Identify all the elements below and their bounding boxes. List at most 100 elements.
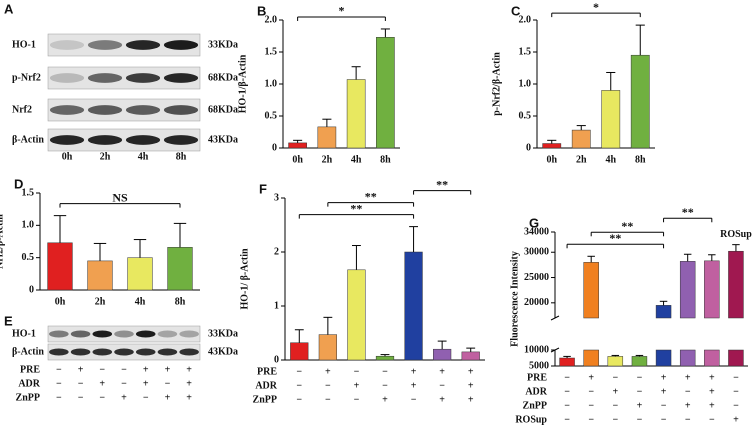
condition-sign: − xyxy=(296,380,302,391)
blot-band xyxy=(49,105,85,115)
condition-label: PRE xyxy=(257,366,277,377)
condition-sign: − xyxy=(685,414,691,425)
y-axis-title: HO-1/β-Actin xyxy=(237,54,248,113)
blot-band xyxy=(49,40,85,50)
condition-label: PRE xyxy=(20,364,40,375)
blot-band xyxy=(157,348,178,356)
bar xyxy=(375,355,395,361)
y-tick-label: 1.5 xyxy=(519,46,532,57)
condition-sign: + xyxy=(78,364,84,375)
y-tick-label: 20000 xyxy=(524,297,549,308)
protein-label: β-Actin xyxy=(12,134,44,145)
x-tick-label: 0h xyxy=(55,296,66,307)
condition-sign: − xyxy=(588,414,594,425)
blot-band xyxy=(179,330,199,338)
condition-sign: − xyxy=(411,394,417,405)
y-tick-label: 0.5 xyxy=(22,252,35,263)
bar xyxy=(288,142,307,149)
condition-sign: − xyxy=(121,378,127,389)
condition-sign: − xyxy=(165,378,171,389)
significance-label: ** xyxy=(682,205,694,219)
y-tick-label: 25000 xyxy=(524,272,549,283)
condition-label: ADR xyxy=(18,378,40,389)
condition-sign: + xyxy=(612,386,618,397)
significance-label: * xyxy=(339,4,345,18)
condition-sign: + xyxy=(637,400,643,411)
x-tick-label: 2h xyxy=(576,154,587,165)
condition-sign: − xyxy=(564,414,570,425)
significance-label: ** xyxy=(621,219,633,233)
y-tick-label: 2.0 xyxy=(265,14,278,25)
blot-band xyxy=(87,73,123,83)
y-tick-label: 1.5 xyxy=(22,187,35,198)
condition-sign: + xyxy=(186,364,192,375)
blot-band xyxy=(87,105,123,115)
condition-label: ZnPP xyxy=(253,394,277,405)
blot-band xyxy=(92,330,113,338)
condition-sign: − xyxy=(325,380,331,391)
blot-band xyxy=(125,40,161,50)
condition-sign: + xyxy=(186,378,192,389)
blot-band xyxy=(92,348,113,356)
condition-sign: − xyxy=(733,400,739,411)
protein-label: HO-1 xyxy=(12,328,36,339)
condition-sign: − xyxy=(99,392,105,403)
condition-sign: + xyxy=(685,372,691,383)
blot-band xyxy=(163,73,199,83)
condition-sign: − xyxy=(56,378,62,389)
bar xyxy=(317,126,337,149)
bar xyxy=(679,261,696,319)
blot-band xyxy=(114,348,134,356)
blot-band xyxy=(87,40,123,50)
y-tick-label: 0.5 xyxy=(519,110,532,121)
size-label: 68KDa xyxy=(208,72,238,83)
condition-sign: + xyxy=(165,364,171,375)
condition-sign: + xyxy=(709,386,715,397)
condition-sign: − xyxy=(612,414,618,425)
condition-sign: + xyxy=(733,414,739,425)
blot-band xyxy=(49,135,85,145)
blot-band xyxy=(125,73,161,83)
condition-sign: + xyxy=(709,372,715,383)
x-tick-label: 0h xyxy=(292,154,303,165)
bar xyxy=(583,262,599,319)
condition-sign: + xyxy=(439,366,445,377)
blot-band xyxy=(135,330,156,338)
blot-band xyxy=(157,330,178,338)
condition-sign: + xyxy=(685,400,691,411)
y-axis-title: HO-1/ β-Actin xyxy=(239,248,250,310)
condition-sign: − xyxy=(637,414,643,425)
condition-sign: − xyxy=(121,364,127,375)
bar xyxy=(47,242,73,291)
bar xyxy=(347,269,366,361)
condition-sign: − xyxy=(661,400,667,411)
condition-sign: + xyxy=(661,386,667,397)
bar xyxy=(601,90,621,149)
bar xyxy=(631,356,648,367)
bar xyxy=(290,342,309,361)
y-tick-label: 0 xyxy=(274,354,279,365)
y-tick-label: 5000 xyxy=(529,360,549,371)
condition-sign: + xyxy=(165,392,171,403)
condition-sign: − xyxy=(733,372,739,383)
protein-label: Nrf2 xyxy=(12,104,32,115)
condition-label: ZnPP xyxy=(16,392,40,403)
size-label: 43KDa xyxy=(208,346,238,357)
bar xyxy=(655,305,672,319)
blot-band xyxy=(49,73,85,83)
lane-label: 8h xyxy=(176,151,187,162)
panel-letter: B xyxy=(257,3,266,18)
axis-break xyxy=(550,315,560,321)
bar xyxy=(607,356,624,367)
bar xyxy=(655,349,672,367)
condition-sign: + xyxy=(99,378,105,389)
bar xyxy=(87,260,113,291)
panel-letter: C xyxy=(511,3,521,18)
blot-strip xyxy=(47,325,201,343)
size-label: 33KDa xyxy=(208,328,238,339)
blot-band xyxy=(114,330,134,338)
bar xyxy=(728,250,744,319)
bar xyxy=(583,349,599,367)
condition-sign: − xyxy=(588,386,594,397)
